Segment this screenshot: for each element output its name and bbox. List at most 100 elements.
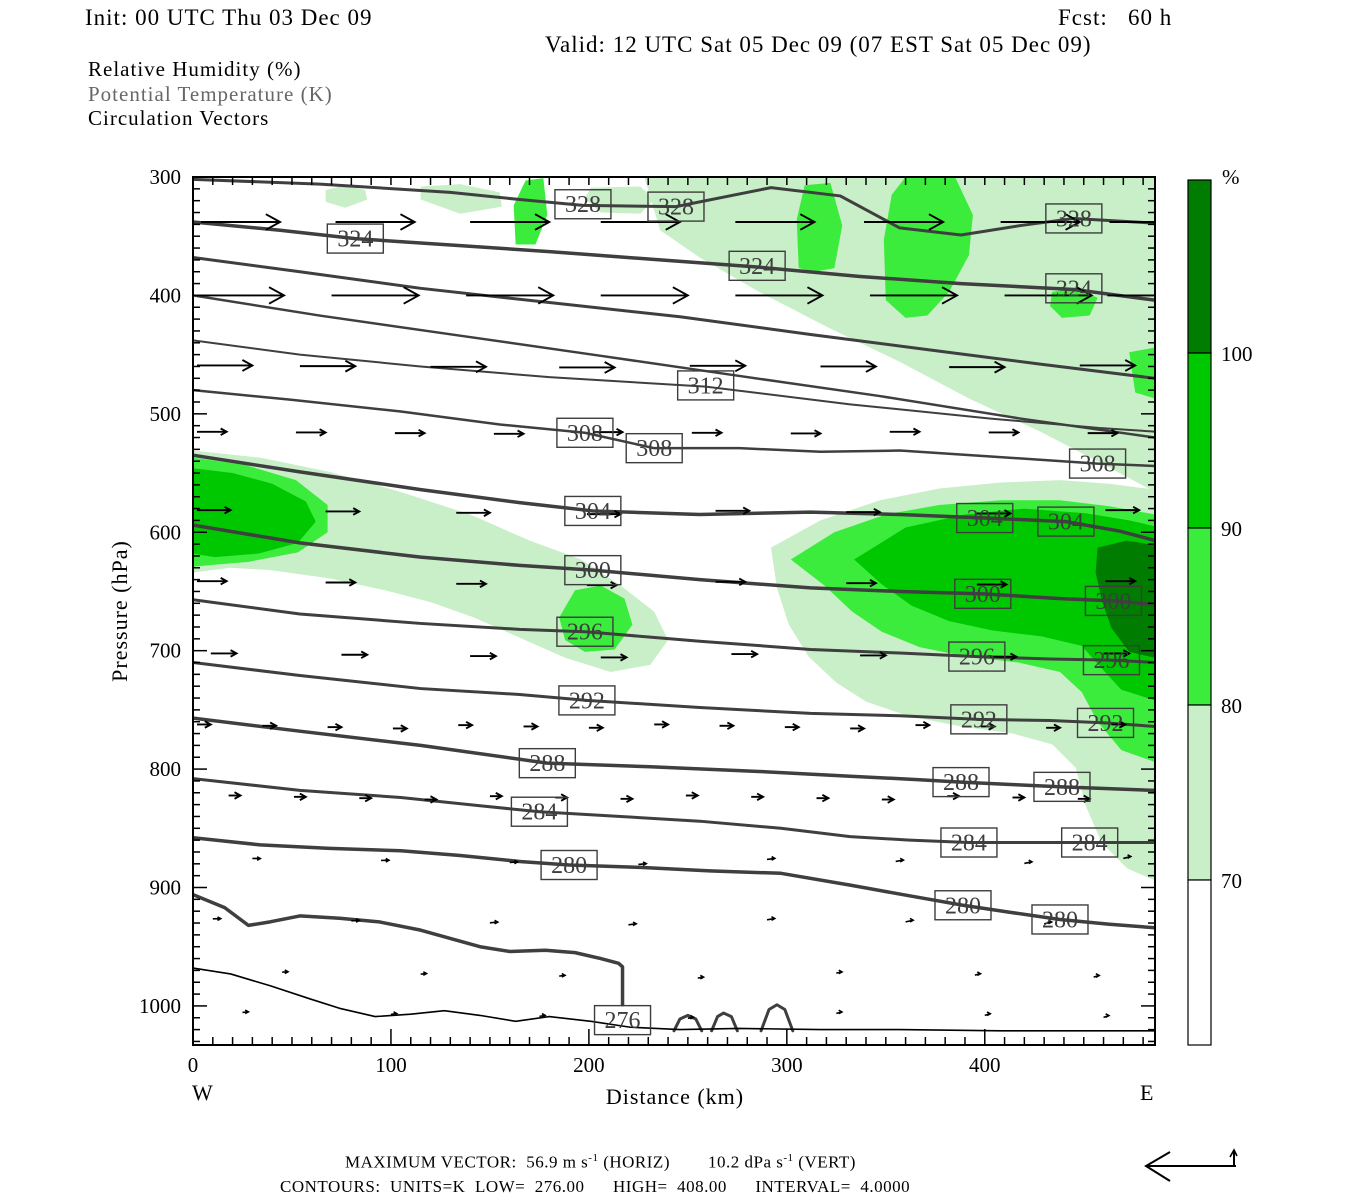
arrow-head-icon — [220, 577, 229, 586]
contour-label-box-304 — [1037, 506, 1095, 537]
max-vector-legend: MAXIMUM VECTOR: 56.9 m s-1 (HORIZ) 10.2 … — [345, 1152, 856, 1173]
arrow-head-icon — [475, 360, 488, 374]
arrow-head-icon — [988, 722, 997, 731]
contour-line-324 — [193, 220, 1155, 302]
contour-label-box-280 — [1031, 904, 1089, 935]
arrow-head-icon — [430, 795, 439, 804]
colorbar-segment-100 — [1187, 179, 1212, 354]
contour-label-box-280 — [540, 849, 598, 881]
contour-label-288: 288 — [529, 751, 565, 777]
arrow-head-icon — [922, 720, 932, 730]
arrow-head-icon — [857, 724, 866, 733]
vector-row-400hpa — [196, 286, 1155, 305]
arrow-head-icon — [534, 213, 552, 231]
arrow-head-icon — [734, 359, 748, 373]
y-tick-label: 800 — [150, 757, 182, 781]
contour-label-304: 304 — [1048, 510, 1084, 536]
arrow-head-icon — [393, 1011, 399, 1017]
contour-label-296: 296 — [959, 645, 995, 671]
arrow-head-icon — [994, 360, 1007, 374]
x-tick-label: 400 — [969, 1053, 1001, 1077]
contour-label-300: 300 — [1095, 589, 1131, 615]
arrow-head-icon — [400, 724, 409, 733]
arrow-head-icon — [220, 427, 229, 436]
max-vector-vert-value: 10.2 dPa s — [707, 1152, 784, 1172]
arrow-head-icon — [494, 919, 500, 925]
arrow-head-icon — [268, 286, 287, 305]
contour-label-box-288 — [518, 747, 577, 779]
arrow-head-icon — [360, 650, 370, 659]
contour-label-box-304 — [564, 495, 622, 527]
arrow-head-icon — [1053, 723, 1062, 732]
arrow-head-icon — [514, 859, 520, 865]
horiz-tag: (HORIZ) — [598, 1152, 670, 1172]
arrow-head-icon — [1105, 1013, 1111, 1019]
arrow-head-icon — [821, 794, 831, 803]
contour-label-box-280 — [934, 890, 992, 921]
arrow-head-icon — [792, 722, 801, 732]
arrow-head-icon — [799, 213, 817, 231]
vector-row-460hpa — [196, 359, 1138, 374]
arrow-head-icon — [899, 857, 906, 863]
arrow-head-icon — [1028, 859, 1034, 865]
colorbar-segment-none — [1187, 879, 1212, 1046]
contour-label-304: 304 — [575, 499, 611, 525]
arrow-head-icon — [319, 428, 328, 437]
contour-label-296: 296 — [1093, 648, 1129, 674]
arrow-head-icon — [385, 857, 391, 863]
contour-line-276 — [759, 1003, 795, 1033]
vector-row-516hpa — [196, 427, 1120, 438]
arrow-head-icon — [976, 971, 983, 977]
arrow-head-icon — [750, 649, 760, 659]
arrow-head-icon — [1065, 213, 1082, 231]
y-tick-label: 400 — [150, 283, 182, 307]
arrow-head-icon — [1174, 214, 1188, 230]
arrow-head-icon — [616, 427, 625, 437]
contour-label-box-296 — [556, 616, 614, 647]
contour-line-276 — [710, 1011, 739, 1033]
arrow-head-icon — [814, 429, 823, 438]
contour-line-276 — [193, 892, 625, 1007]
arrow-head-icon — [986, 1011, 992, 1017]
contour-label-box-328 — [554, 189, 612, 220]
arrow-head-icon — [1048, 919, 1054, 925]
arrow-head-icon — [738, 577, 748, 586]
arrow-head-icon — [352, 507, 362, 516]
vector-row-583hpa — [196, 505, 1142, 519]
rh-region-90 — [193, 468, 316, 558]
contour-label-308: 308 — [636, 436, 672, 462]
rh-region-70 — [325, 185, 368, 208]
contour-label-box-288 — [932, 766, 990, 798]
plot-content: 328 328 328 324 324 324 312 308 308 308 304 304 304 3… — [193, 177, 1188, 1036]
arrow-head-icon — [604, 361, 617, 374]
arrow-head-icon — [879, 651, 888, 660]
arrow-head-icon — [928, 213, 946, 231]
arrow-head-icon — [230, 649, 239, 658]
contour-line-328 — [193, 177, 1155, 237]
contour-line-284 — [193, 777, 1155, 845]
contour-line-304 — [193, 453, 1155, 543]
arrow-head-icon — [265, 213, 283, 231]
arrow-head-icon — [355, 917, 361, 923]
rh-region-90 — [854, 508, 1155, 701]
rh-region-70 — [420, 184, 502, 214]
contour-label-328: 328 — [658, 195, 694, 221]
arrow-head-icon — [224, 505, 233, 515]
arrow-head-icon — [299, 792, 308, 801]
arrow-head-icon — [1011, 428, 1021, 437]
arrow-head-icon — [1110, 428, 1120, 438]
contour-label-280: 280 — [1042, 907, 1078, 933]
contour-label-304: 304 — [967, 506, 1003, 532]
contour-line-300 — [193, 523, 1155, 607]
arrow-head-icon — [756, 792, 766, 801]
contour-label-box-328 — [647, 191, 705, 222]
max-vector-horiz-value: 56.9 m s — [526, 1152, 589, 1172]
contour-info-legend: CONTOURS: UNITS=K LOW= 276.00 HIGH= 408.… — [280, 1177, 911, 1196]
contour-label-312: 312 — [688, 373, 724, 399]
axes: 300 400 500 600 700 800 900 1000 0 100 200 300 400 — [139, 165, 1156, 1077]
arrow-head-icon — [1122, 649, 1132, 658]
contour-label-box-296 — [948, 641, 1006, 672]
arrow-head-icon — [1124, 359, 1138, 372]
arrow-head-icon — [403, 286, 421, 305]
arrow-head-icon — [742, 506, 752, 515]
